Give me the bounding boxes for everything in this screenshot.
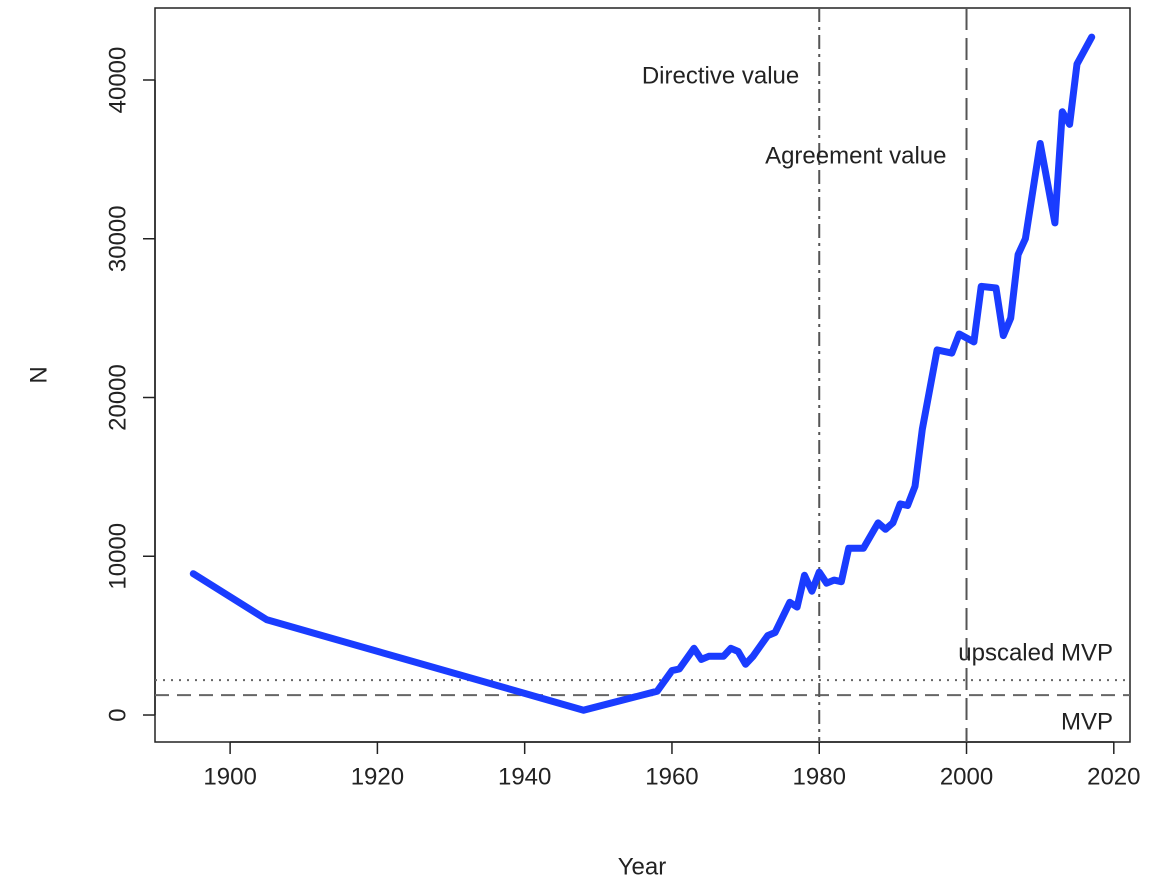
x-tick-label: 2000: [940, 763, 993, 790]
plot-frame: [154, 7, 1131, 743]
y-tick-label: 10000: [104, 523, 131, 590]
x-tick-label: 1960: [645, 763, 698, 790]
x-axis-title: Year: [618, 853, 667, 880]
reference-label: upscaled MVP: [958, 639, 1113, 666]
reference-label: Agreement value: [765, 142, 946, 169]
reference-label: MVP: [1061, 709, 1113, 736]
x-tick-label: 1920: [351, 763, 404, 790]
y-tick-label: 30000: [104, 205, 131, 272]
y-axis-title: N: [25, 366, 52, 383]
x-tick-label: 1980: [793, 763, 846, 790]
y-tick-label: 0: [104, 708, 131, 721]
y-tick-label: 20000: [104, 364, 131, 431]
reference-label: Directive value: [642, 62, 799, 89]
x-tick-label: 1940: [498, 763, 551, 790]
y-tick-label: 40000: [104, 47, 131, 114]
x-tick-label: 2020: [1087, 763, 1140, 790]
data-line: [189, 33, 1096, 714]
x-tick-label: 1900: [203, 763, 256, 790]
